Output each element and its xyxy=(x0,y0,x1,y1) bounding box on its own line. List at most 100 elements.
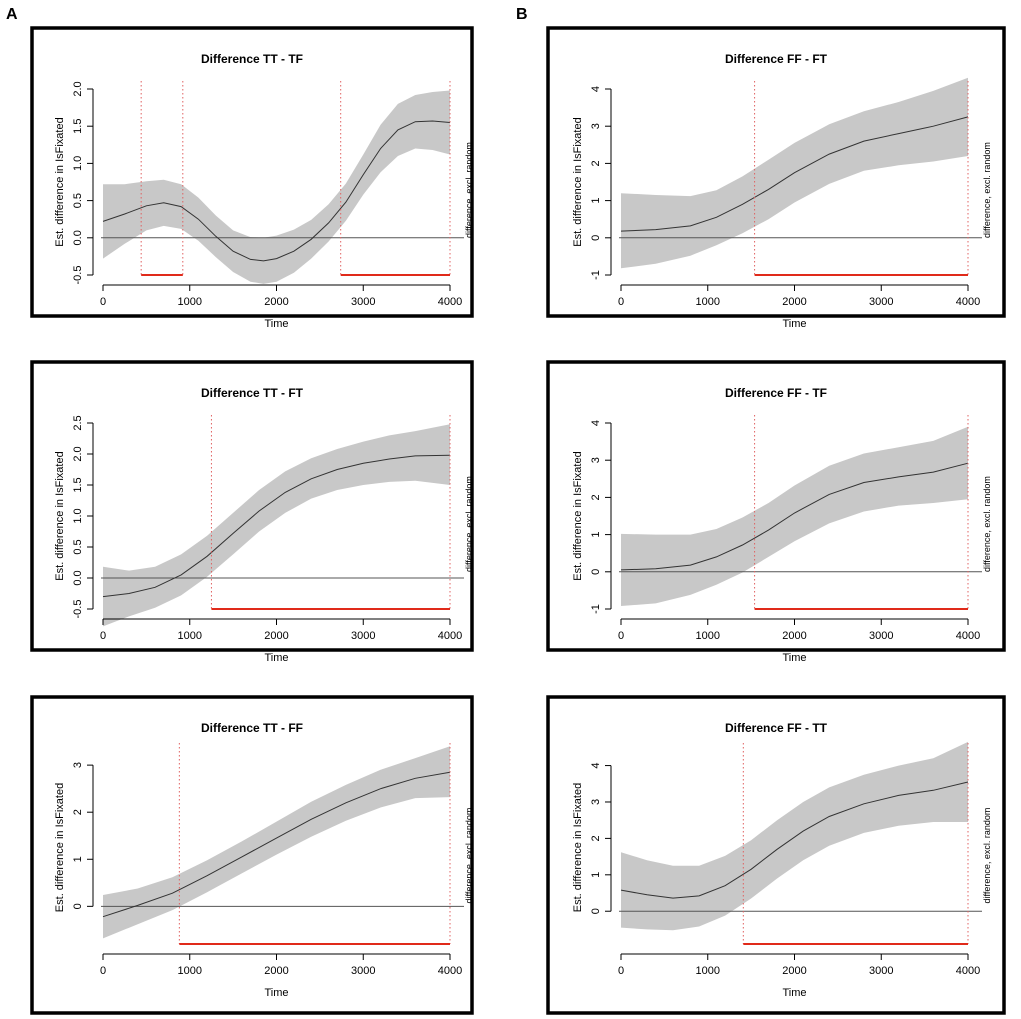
confidence-band xyxy=(103,746,450,939)
chart-title: Difference FF - FT xyxy=(725,52,828,66)
y-tick-label: 1 xyxy=(590,532,602,538)
panel-label-a: A xyxy=(6,6,18,23)
y-tick-label: 1.0 xyxy=(72,508,84,523)
x-tick-label: 4000 xyxy=(956,965,980,977)
confidence-band xyxy=(103,90,450,284)
y-tick-label: 1 xyxy=(590,872,602,878)
chart-title: Difference TT - FF xyxy=(201,721,303,735)
y-tick-label: 1.5 xyxy=(72,119,84,134)
panel-label-b: B xyxy=(516,6,528,23)
y-tick-label: 0.0 xyxy=(72,570,84,585)
fitted-curve xyxy=(102,120,451,262)
y-tick-label: 2.5 xyxy=(72,415,84,430)
chart-title: Difference FF - TT xyxy=(725,721,828,735)
y-tick-label: 3 xyxy=(72,762,84,768)
y-axis-label: Est. difference in IsFixated xyxy=(54,451,66,580)
chart-title: Difference FF - TF xyxy=(725,386,827,400)
y-tick-label: 3 xyxy=(590,457,602,463)
y-tick-label: 0 xyxy=(590,908,602,914)
y-tick-label: 0.5 xyxy=(72,193,84,208)
x-tick-label: 2000 xyxy=(264,965,288,977)
y-axis-label: Est. difference in IsFixated xyxy=(54,783,66,912)
x-axis-label: Time xyxy=(264,652,288,664)
x-tick-label: 3000 xyxy=(869,296,893,308)
side-label: difference, excl. random xyxy=(982,476,992,572)
x-tick-label: 0 xyxy=(618,965,624,977)
x-tick-label: 4000 xyxy=(438,630,462,642)
x-tick-label: 3000 xyxy=(351,965,375,977)
fitted-curve xyxy=(102,771,451,918)
y-tick-label: 0 xyxy=(590,569,602,575)
x-axis-label: Time xyxy=(782,652,806,664)
side-label: difference, excl. random xyxy=(982,808,992,904)
side-label: difference, excl. random xyxy=(982,142,992,238)
y-tick-label: 2 xyxy=(590,160,602,166)
y-tick-label: 2 xyxy=(590,494,602,500)
confidence-band xyxy=(621,741,968,931)
x-tick-label: 0 xyxy=(618,296,624,308)
x-axis-label: Time xyxy=(782,987,806,999)
side-label: difference, excl. random xyxy=(464,476,474,572)
x-tick-label: 3000 xyxy=(351,630,375,642)
chart-panel-1: -0.5 0.0 0.5 1.0 1.5 2.0 0 1000 2000 3000 4000 Diff… xyxy=(30,26,474,330)
y-tick-label: 1.5 xyxy=(72,477,84,492)
x-tick-label: 4000 xyxy=(438,965,462,977)
y-axis-label: Est. difference in IsFixated xyxy=(572,783,584,912)
side-label: difference, excl. random xyxy=(464,142,474,238)
y-tick-label: 3 xyxy=(590,123,602,129)
side-label: difference, excl. random xyxy=(464,808,474,904)
y-tick-label: -1 xyxy=(590,270,602,280)
y-tick-label: 1 xyxy=(72,856,84,862)
chart-panel-4: -1 0 1 2 3 4 0 1000 2000 3000 4000 Difference FF - … xyxy=(546,360,1006,664)
y-tick-label: 4 xyxy=(590,86,602,92)
y-tick-label: 2.0 xyxy=(72,446,84,461)
chart-panel-3: -0.5 0.0 0.5 1.0 1.5 2.0 2.5 0 1000 2000 3000 4000 D… xyxy=(30,360,474,664)
x-tick-label: 1000 xyxy=(178,630,202,642)
x-tick-label: 1000 xyxy=(696,296,720,308)
y-axis-label: Est. difference in IsFixated xyxy=(54,117,66,246)
chart-panel-5: 0 1 2 3 0 1000 2000 3000 4000 Difference TT - FF T… xyxy=(30,695,474,1015)
y-tick-label: 0.0 xyxy=(72,230,84,245)
x-tick-label: 0 xyxy=(618,630,624,642)
y-tick-label: 4 xyxy=(590,420,602,426)
x-tick-label: 4000 xyxy=(956,296,980,308)
x-tick-label: 0 xyxy=(100,630,106,642)
fitted-curve xyxy=(620,116,969,232)
chart-panel-2: -1 0 1 2 3 4 0 1000 2000 3000 4000 Difference FF - … xyxy=(546,26,1006,330)
y-tick-label: 3 xyxy=(590,799,602,805)
y-tick-label: 1 xyxy=(590,198,602,204)
x-axis-label: Time xyxy=(782,318,806,330)
confidence-band xyxy=(621,426,968,606)
x-tick-label: 2000 xyxy=(782,296,806,308)
y-tick-label: -0.5 xyxy=(72,600,84,619)
y-tick-label: 2.0 xyxy=(72,81,84,96)
x-tick-label: 1000 xyxy=(178,296,202,308)
chart-title: Difference TT - FT xyxy=(201,386,304,400)
x-tick-label: 3000 xyxy=(351,296,375,308)
x-axis-label: Time xyxy=(264,987,288,999)
y-axis-label: Est. difference in IsFixated xyxy=(572,451,584,580)
x-tick-label: 3000 xyxy=(869,965,893,977)
chart-panel-6: 0 1 2 3 4 0 1000 2000 3000 4000 Difference FF - TT… xyxy=(546,695,1006,1015)
x-tick-label: 3000 xyxy=(869,630,893,642)
x-tick-label: 1000 xyxy=(696,965,720,977)
y-tick-label: 2 xyxy=(590,835,602,841)
chart-title: Difference TT - TF xyxy=(201,52,303,66)
x-tick-label: 2000 xyxy=(782,965,806,977)
x-tick-label: 2000 xyxy=(264,630,288,642)
y-axis-label: Est. difference in IsFixated xyxy=(572,117,584,246)
confidence-band xyxy=(103,424,450,627)
y-tick-label: 0 xyxy=(590,235,602,241)
fitted-curve xyxy=(620,462,969,571)
x-tick-label: 2000 xyxy=(782,630,806,642)
x-tick-label: 0 xyxy=(100,296,106,308)
y-tick-label: -0.5 xyxy=(72,266,84,285)
x-tick-label: 1000 xyxy=(696,630,720,642)
y-tick-label: 0.5 xyxy=(72,539,84,554)
x-tick-label: 0 xyxy=(100,965,106,977)
x-tick-label: 4000 xyxy=(956,630,980,642)
y-tick-label: 2 xyxy=(72,809,84,815)
x-tick-label: 1000 xyxy=(178,965,202,977)
x-axis-label: Time xyxy=(264,318,288,330)
